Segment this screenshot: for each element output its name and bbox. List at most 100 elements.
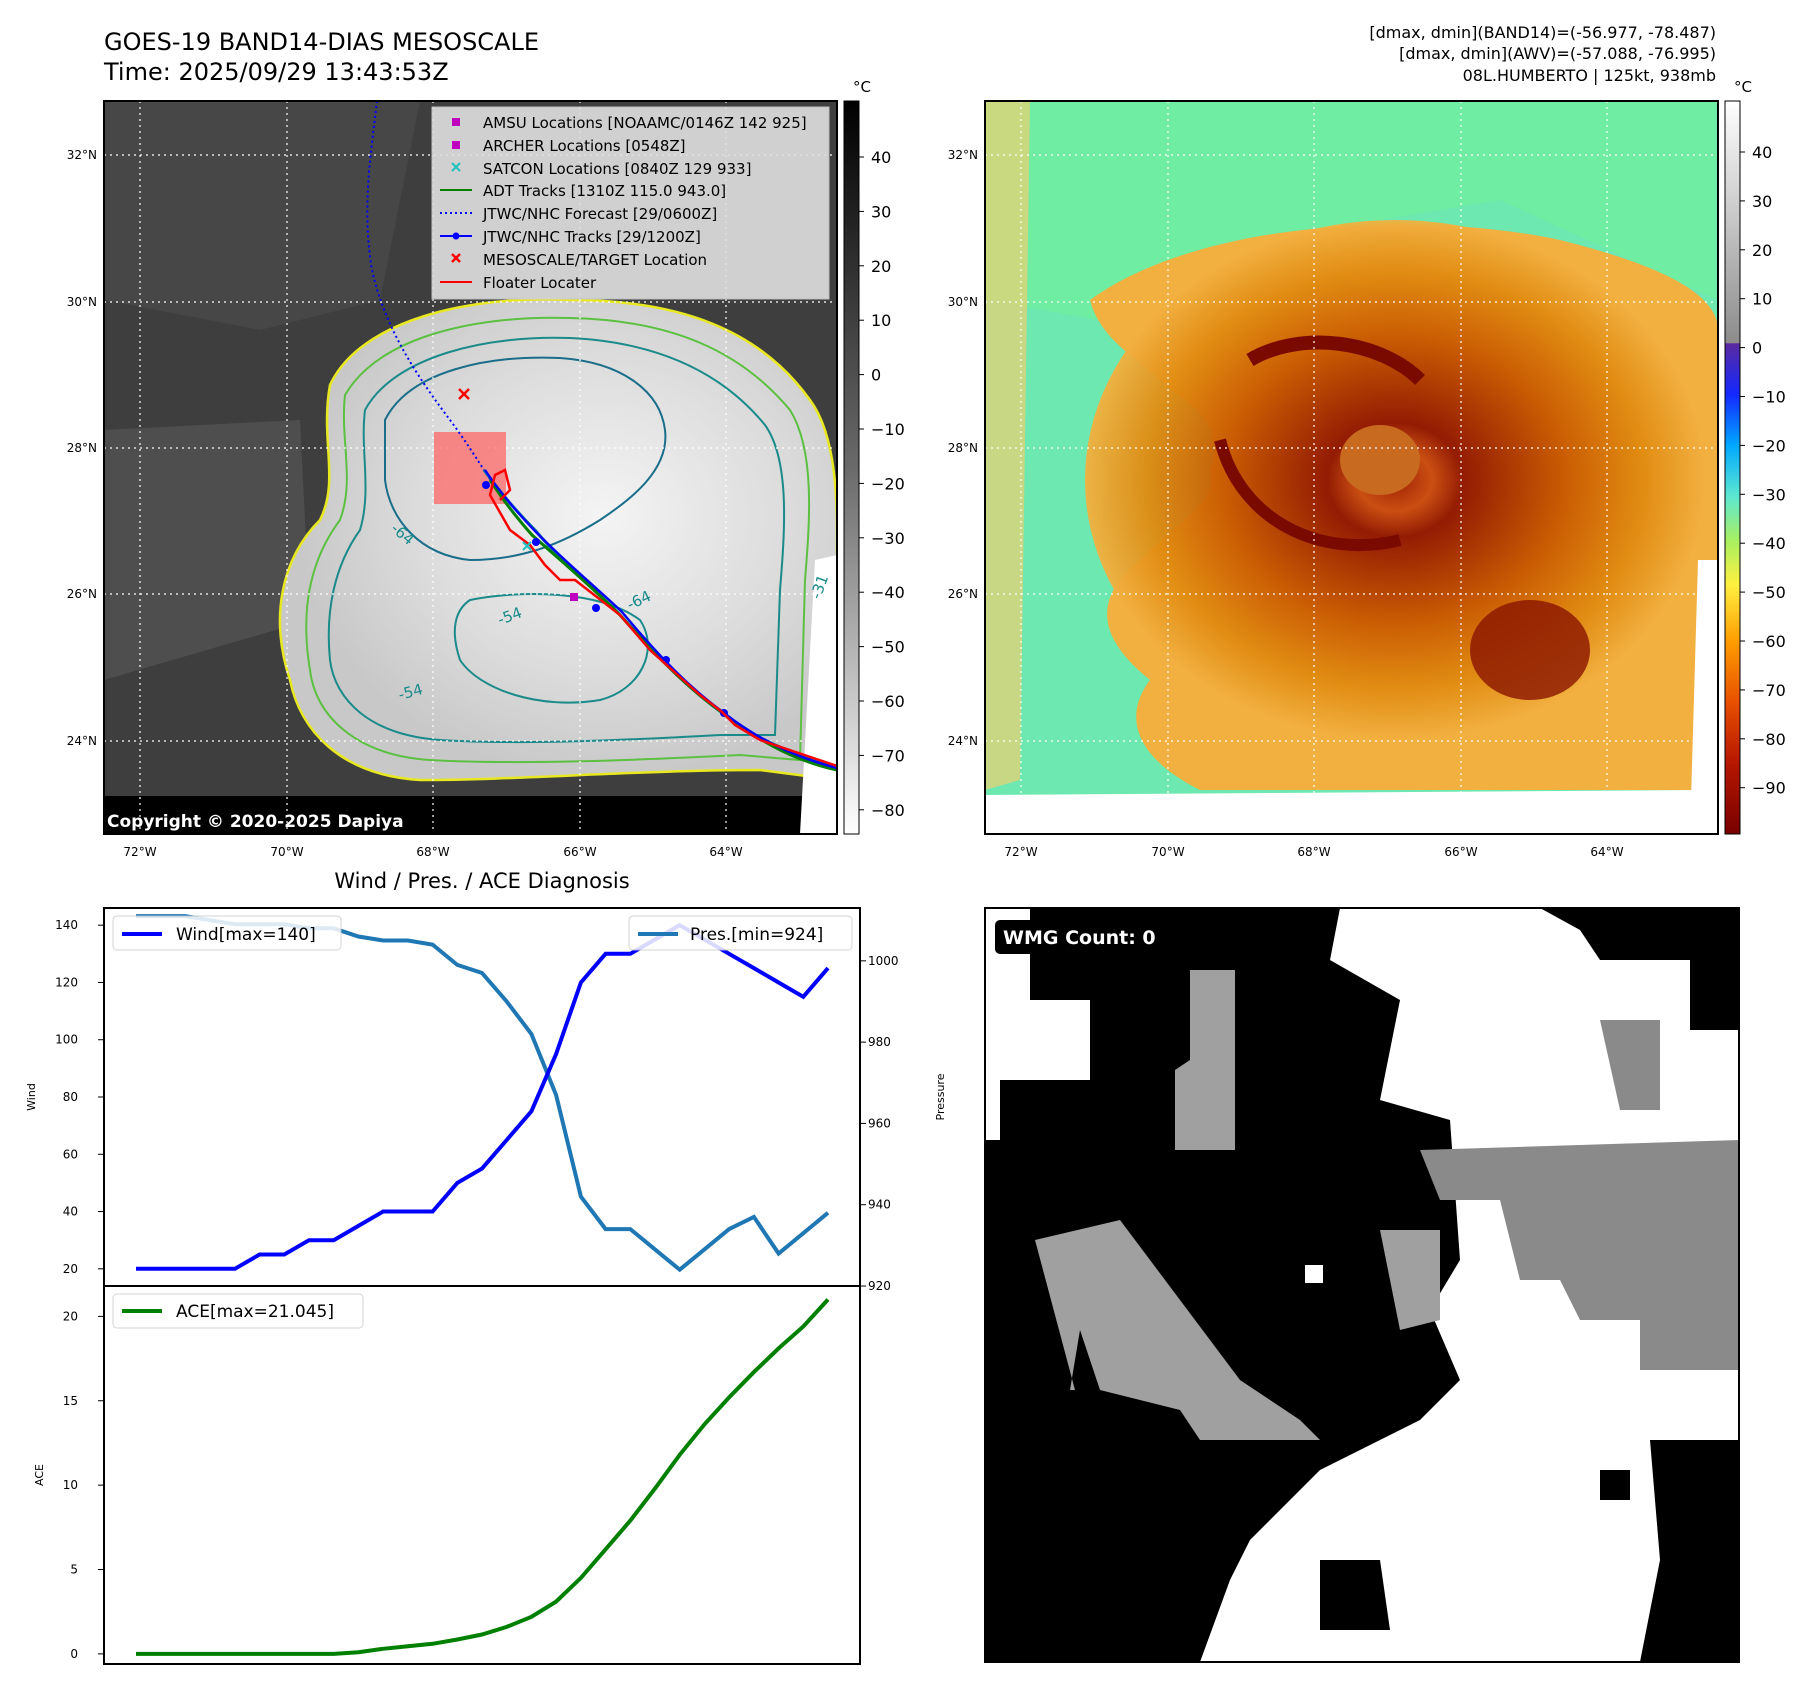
legend-marker-square <box>452 141 460 149</box>
satcon-location-marker <box>522 541 532 551</box>
legend-marker-dot <box>452 232 460 240</box>
ace-tick-label: 20 <box>63 1309 78 1323</box>
lat-label: 24°N <box>948 734 978 748</box>
legend-label: Floater Locater <box>483 274 597 292</box>
wmg-count-box <box>995 920 1173 954</box>
contour-teal-inner <box>384 356 667 562</box>
wmg-white-patch <box>1305 1265 1323 1283</box>
map2-nodata-corner <box>1690 560 1718 834</box>
ace-axis-label: ACE <box>33 1464 46 1486</box>
colorbar-tick-label: −80 <box>1752 730 1786 749</box>
colorbar-tick-label: −50 <box>871 638 905 657</box>
map-nodata-strip <box>104 796 837 834</box>
contour-green <box>305 316 811 764</box>
colorbar-tick-label: −60 <box>871 692 905 711</box>
colorbar2-unit: °C <box>1734 78 1752 96</box>
stats-band14: [dmax, dmin](BAND14)=(-56.977, -78.487) <box>1369 23 1716 42</box>
figure-time: Time: 2025/09/29 13:43:53Z <box>103 58 449 86</box>
map2-lat-labels: 32°N 30°N 28°N 26°N 24°N <box>948 148 978 748</box>
mesoscale-target-box <box>434 432 506 504</box>
wmg-gray-region <box>1420 1140 1739 1370</box>
legend-label: JTWC/NHC Forecast [29/0600Z] <box>482 205 717 223</box>
contour-label: -54 <box>396 680 424 704</box>
wmg-black-region-ne <box>1540 908 1739 1030</box>
lon-label: 66°W <box>563 845 596 859</box>
lon-label: 72°W <box>1004 845 1037 859</box>
wind-axis-ticks: 20 40 60 80 100 120 140 <box>55 918 104 1276</box>
lat-label: 26°N <box>948 587 978 601</box>
storm-cloud-mass <box>280 299 837 780</box>
map1-lat-labels: 32°N 30°N 28°N 26°N 24°N <box>67 148 97 748</box>
colorbar-tick-label: −60 <box>1752 632 1786 651</box>
wind-axis-label: Wind <box>25 1083 38 1111</box>
colorbar1-gradient <box>843 100 860 835</box>
ace-legend-box <box>112 1293 364 1329</box>
wind-legend-box <box>112 915 342 951</box>
lon-label: 72°W <box>123 845 156 859</box>
colorbar-tick-label: −20 <box>1752 436 1786 455</box>
stats-awv: [dmax, dmin](AWV)=(-57.088, -76.995) <box>1399 44 1716 63</box>
colorbar-tick-label: −40 <box>871 583 905 602</box>
wmg-panel <box>985 908 1739 1662</box>
pressure-tick-label: 920 <box>868 1279 891 1293</box>
legend-marker-x <box>451 162 461 172</box>
legend-label: ARCHER Locations [0548Z] <box>483 137 686 155</box>
contour-yellow <box>278 298 837 782</box>
colorbar-tick-label: −30 <box>871 529 905 548</box>
jtwc-track-point <box>532 538 540 546</box>
lon-label: 68°W <box>416 845 449 859</box>
pressure-tick-label: 940 <box>868 1198 891 1212</box>
map2-gridlines <box>985 101 1718 834</box>
lon-label: 68°W <box>1297 845 1330 859</box>
ace-legend-label: ACE[max=21.045] <box>176 1302 334 1322</box>
copyright-label: Copyright © 2020-2025 Dapiya <box>107 812 404 832</box>
lon-label: 70°W <box>1151 845 1184 859</box>
wmg-gray-region <box>1175 970 1235 1150</box>
jtwc-track-point <box>592 604 600 612</box>
wmg-black-region <box>985 908 1460 1662</box>
wmg-frame <box>984 907 1740 1663</box>
colorbar2-ticks: 40 30 20 10 0 −10 −20 −30 −40 −50 −60 −70 −80 −90 <box>1740 143 1786 798</box>
pressure-tick-label: 1000 <box>868 954 899 968</box>
jtwc-track <box>483 469 837 770</box>
lat-label: 30°N <box>948 295 978 309</box>
wind-tick-label: 140 <box>55 918 78 932</box>
legend-label: SATCON Locations [0840Z 129 933] <box>483 160 751 178</box>
wind-tick-label: 20 <box>63 1262 78 1276</box>
legend-label: AMSU Locations [NOAAMC/0146Z 142 925] <box>483 114 807 132</box>
wmg-white-patch <box>985 1000 1090 1140</box>
colorbar-tick-label: 0 <box>1752 339 1762 358</box>
colorbar-tick-label: −30 <box>1752 485 1786 504</box>
legend-marker-x <box>451 253 461 263</box>
pressure-axis-label: Pressure <box>934 1073 947 1120</box>
colorbar-tick-label: 30 <box>871 202 891 221</box>
contour-teal-outer <box>327 336 786 744</box>
map-color-ir-panel <box>985 101 1718 834</box>
colorbar-tick-label: −10 <box>871 420 905 439</box>
pressure-legend-box <box>628 915 853 951</box>
pressure-tick-label: 980 <box>868 1035 891 1049</box>
lat-label: 28°N <box>948 441 978 455</box>
ace-axis-ticks: 0 5 10 15 20 <box>63 1309 104 1661</box>
lon-label: 66°W <box>1444 845 1477 859</box>
map2-cold-cloud-top <box>1470 600 1590 700</box>
legend-label: JTWC/NHC Tracks [29/1200Z] <box>482 228 701 246</box>
legend-box <box>431 106 830 300</box>
wmg-gray-region <box>1380 1230 1440 1330</box>
diagnosis-chart-title: Wind / Pres. / ACE Diagnosis <box>334 869 629 893</box>
map2-storm-eye <box>1340 425 1420 495</box>
lat-label: 26°N <box>67 587 97 601</box>
colorbar-tick-label: −50 <box>1752 583 1786 602</box>
wind-legend-label: Wind[max=140] <box>176 925 316 945</box>
wmg-gray-region <box>1600 1020 1660 1110</box>
wmg-black-patch <box>1600 1470 1630 1500</box>
lat-label: 28°N <box>67 441 97 455</box>
map1-frame <box>103 100 838 835</box>
colorbar-tick-label: −40 <box>1752 534 1786 553</box>
map2-west-cloud <box>985 101 1030 790</box>
map-band14-panel: -64 -54 -64 -54 -31 AMSU Locations [NOAA… <box>104 101 837 834</box>
mesoscale-target-marker <box>458 388 470 400</box>
ace-plot-area <box>103 1285 861 1665</box>
colorbar-tick-label: −70 <box>871 746 905 765</box>
ace-tick-label: 5 <box>70 1563 78 1577</box>
